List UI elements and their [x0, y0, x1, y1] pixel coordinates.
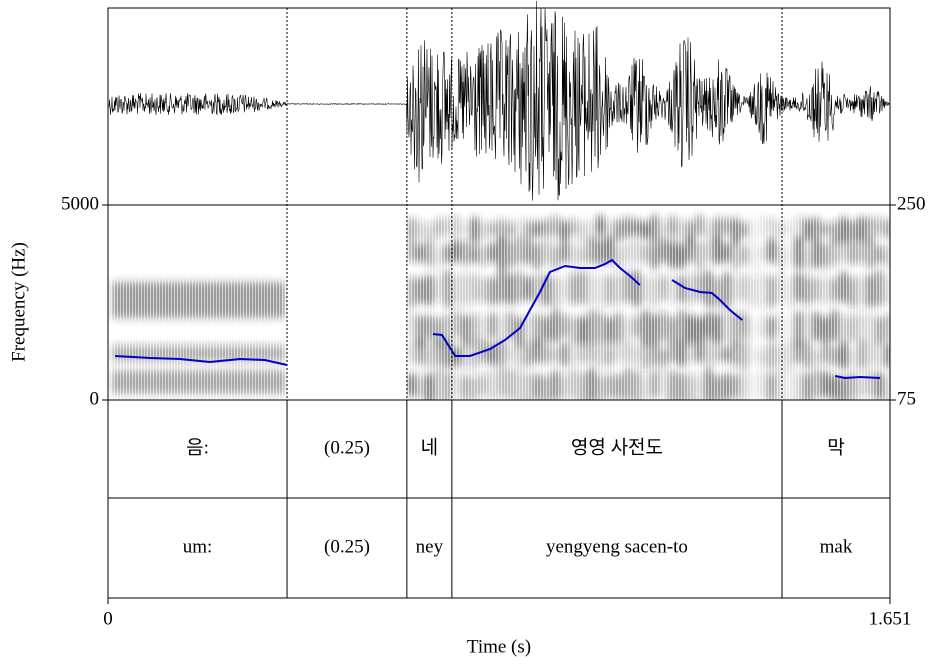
tier-label: yengyeng sacen-to	[546, 536, 688, 557]
y2-tick-label: 250	[897, 193, 926, 214]
waveform-trace	[108, 0, 890, 201]
y-tick-label: 5000	[61, 193, 99, 214]
spectrogram	[108, 205, 890, 400]
tier-label: mak	[820, 536, 853, 557]
y-tick-label: 0	[90, 388, 100, 409]
frame	[107, 7, 891, 599]
y2-tick-label: 75	[897, 388, 916, 409]
x-axis-label: Time (s)	[467, 636, 531, 657]
tier-label: (0.25)	[324, 536, 370, 557]
spectrogram-gap	[287, 205, 407, 400]
waveform	[108, 0, 890, 201]
x-tick-label: 0	[103, 608, 113, 629]
y-axis-label: Frequency (Hz)	[8, 242, 29, 362]
tier-label: um:	[183, 536, 213, 557]
tier-label: 음:	[186, 437, 209, 458]
spectrogram-striation	[108, 205, 890, 400]
tier-label: 막	[827, 436, 844, 458]
pitch-contour	[115, 258, 881, 380]
tier-label: ney	[416, 536, 444, 557]
tier-label: (0.25)	[324, 437, 370, 458]
tier-label: 영영 사전도	[571, 436, 663, 458]
tier-label: 네	[421, 436, 438, 458]
x-tick-label: 1.651	[869, 608, 912, 629]
